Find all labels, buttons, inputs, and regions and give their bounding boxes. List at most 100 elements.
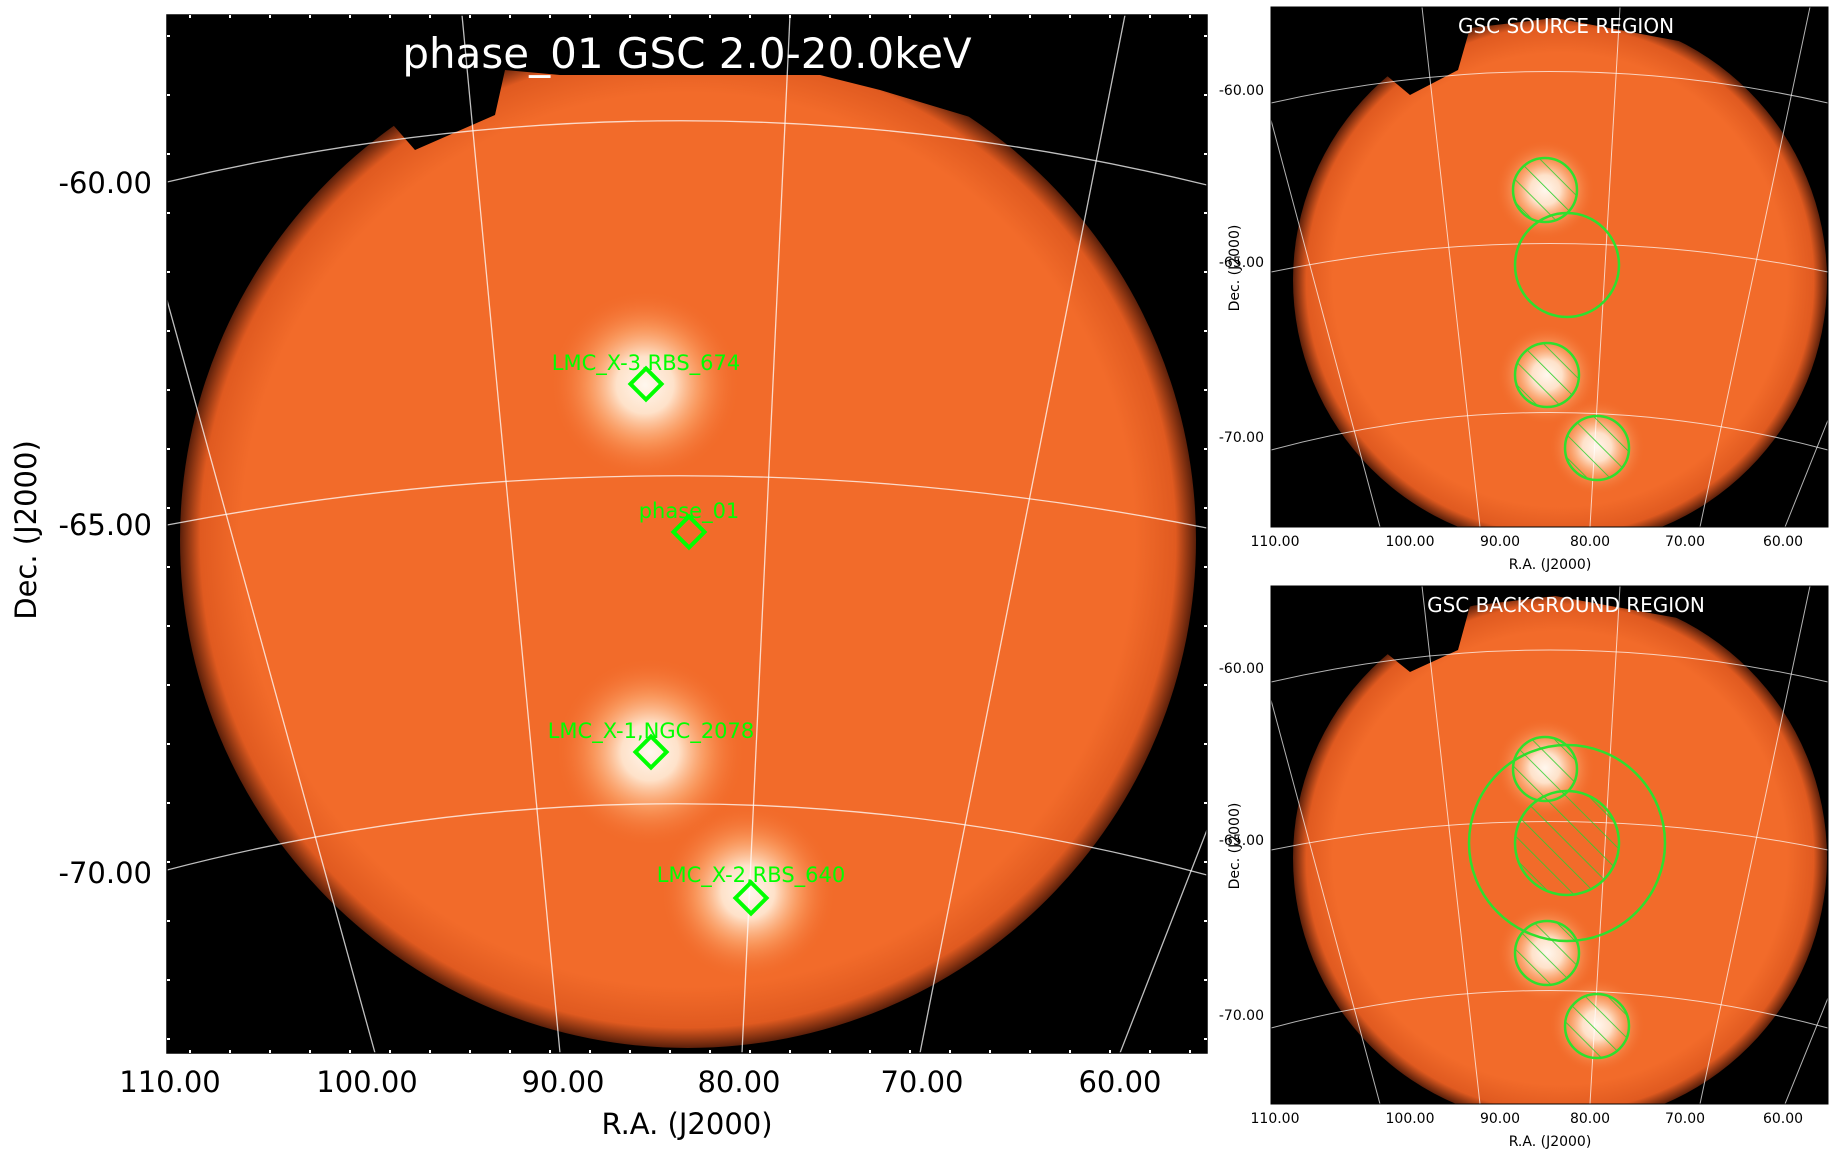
frame-tick bbox=[909, 15, 911, 18]
frame-tick bbox=[167, 94, 170, 96]
source-label: LMC_X-2,RBS_640 bbox=[657, 863, 845, 888]
background-regions bbox=[1467, 735, 1667, 1060]
frame-tick bbox=[1204, 802, 1207, 804]
frame-tick bbox=[309, 1050, 311, 1053]
x-tick-label: 100.00 bbox=[316, 1065, 417, 1099]
frame-tick bbox=[389, 1050, 391, 1053]
hatched-circle-region-icon bbox=[1513, 789, 1621, 897]
frame-tick bbox=[869, 15, 871, 18]
frame-tick bbox=[589, 15, 591, 18]
frame-tick bbox=[1204, 94, 1207, 96]
source-panel-title: GSC SOURCE REGION bbox=[1458, 14, 1674, 38]
frame-tick bbox=[789, 15, 791, 18]
frame-tick bbox=[989, 15, 991, 18]
main-exposure-map bbox=[180, 32, 1196, 1048]
frame-tick bbox=[949, 15, 951, 18]
frame-tick bbox=[1204, 979, 1207, 981]
x-tick-label: 70.00 bbox=[1665, 1111, 1705, 1127]
frame-tick bbox=[829, 15, 831, 18]
main-title: phase_01 GSC 2.0-20.0keV bbox=[402, 29, 972, 78]
source-x-axis-label: R.A. (J2000) bbox=[1509, 557, 1592, 573]
frame-tick bbox=[1204, 1038, 1207, 1040]
background-unexposed-notch bbox=[1271, 586, 1828, 700]
main-frame bbox=[166, 14, 1208, 1054]
frame-tick bbox=[1149, 15, 1151, 18]
source-region-panel: GSC SOURCE REGION 110.00 100.00 90.00 80… bbox=[1219, 6, 1829, 573]
background-x-tick-labels: 110.00 100.00 90.00 80.00 70.00 60.00 bbox=[1251, 1111, 1804, 1127]
frame-tick bbox=[749, 1050, 751, 1053]
frame-tick bbox=[167, 979, 170, 981]
y-tick-label: -70.00 bbox=[1219, 430, 1264, 446]
x-tick-label: 90.00 bbox=[1480, 534, 1520, 550]
main-glow-lmc-x2 bbox=[660, 804, 836, 980]
frame-tick bbox=[167, 920, 170, 922]
background-y-axis-label: Dec. (J2000) bbox=[1227, 803, 1243, 890]
diamond-marker-icon bbox=[632, 733, 670, 771]
frame-tick bbox=[1204, 566, 1207, 568]
frame-tick bbox=[669, 15, 671, 18]
source-marker: LMC_X-2,RBS_640 bbox=[657, 863, 845, 917]
frame-tick bbox=[1204, 861, 1207, 863]
source-y-tick-labels: -60.00 -65.00 -70.00 bbox=[1219, 83, 1264, 446]
main-x-tick-labels: 110.00 100.00 90.00 80.00 70.00 60.00 bbox=[119, 1065, 1161, 1099]
x-tick-label: 70.00 bbox=[1665, 534, 1705, 550]
frame-tick bbox=[167, 35, 170, 37]
x-tick-label: 60.00 bbox=[1763, 534, 1803, 550]
source-label: LMC_X-3,RBS_674 bbox=[552, 351, 740, 376]
frame-tick bbox=[989, 1050, 991, 1053]
frame-tick bbox=[549, 15, 551, 18]
frame-tick bbox=[629, 1050, 631, 1053]
frame-tick bbox=[167, 684, 170, 686]
frame-tick bbox=[1204, 448, 1207, 450]
frame-tick bbox=[629, 15, 631, 18]
diamond-marker-icon bbox=[670, 513, 708, 551]
y-tick-label: -70.00 bbox=[59, 856, 153, 890]
frame-tick bbox=[469, 15, 471, 18]
y-tick-label: -65.00 bbox=[59, 508, 153, 542]
frame-tick bbox=[167, 212, 170, 214]
frame-tick bbox=[1189, 15, 1191, 18]
source-regions bbox=[1511, 156, 1631, 482]
y-tick-label: -65.00 bbox=[1219, 833, 1264, 849]
hatched-circle-region-icon bbox=[1563, 414, 1631, 482]
x-tick-label: 90.00 bbox=[1480, 1111, 1520, 1127]
hatched-circle-region-icon bbox=[1511, 156, 1579, 224]
frame-tick bbox=[429, 1050, 431, 1053]
y-tick-label: -70.00 bbox=[1219, 1008, 1264, 1024]
frame-tick bbox=[749, 15, 751, 18]
main-y-tick-labels: -60.00 -65.00 -70.00 bbox=[59, 166, 153, 890]
source-y-axis-label: Dec. (J2000) bbox=[1227, 225, 1243, 312]
frame-tick bbox=[909, 1050, 911, 1053]
frame-tick bbox=[167, 271, 170, 273]
x-tick-label: 80.00 bbox=[1570, 534, 1610, 550]
x-tick-label: 110.00 bbox=[1251, 1111, 1300, 1127]
y-tick-label: -65.00 bbox=[1219, 255, 1264, 271]
main-coordinate-grid bbox=[167, 15, 1207, 1053]
source-unexposed-notch bbox=[1271, 7, 1828, 120]
main-unexposed-notch bbox=[167, 15, 1207, 270]
frame-tick bbox=[167, 802, 170, 804]
source-marker: LMC_X-1,NGC_2078 bbox=[548, 719, 754, 771]
frame-tick bbox=[1029, 15, 1031, 18]
source-marker: LMC_X-3,RBS_674 bbox=[552, 351, 740, 403]
x-tick-label: 80.00 bbox=[1570, 1111, 1610, 1127]
frame-tick bbox=[1149, 1050, 1151, 1053]
frame-tick bbox=[189, 15, 191, 18]
frame-tick bbox=[167, 330, 170, 332]
frame-tick bbox=[167, 566, 170, 568]
source-exposure-map bbox=[1293, 13, 1827, 527]
background-y-tick-labels: -60.00 -65.00 -70.00 bbox=[1219, 661, 1264, 1024]
open-circle-region-icon bbox=[1513, 211, 1621, 319]
main-panel: phase_01 GSC 2.0-20.0keV LMC_X-3,RBS_674… bbox=[9, 14, 1208, 1141]
source-marker: phase_01 bbox=[639, 499, 739, 551]
frame-tick bbox=[167, 153, 170, 155]
frame-tick bbox=[167, 743, 170, 745]
x-tick-label: 60.00 bbox=[1078, 1065, 1161, 1099]
frame-tick bbox=[167, 625, 170, 627]
frame-tick bbox=[1069, 15, 1071, 18]
background-panel-title: GSC BACKGROUND REGION bbox=[1427, 593, 1705, 617]
frame-tick bbox=[709, 1050, 711, 1053]
frame-tick bbox=[1204, 389, 1207, 391]
x-tick-label: 110.00 bbox=[119, 1065, 220, 1099]
frame-tick bbox=[429, 15, 431, 18]
